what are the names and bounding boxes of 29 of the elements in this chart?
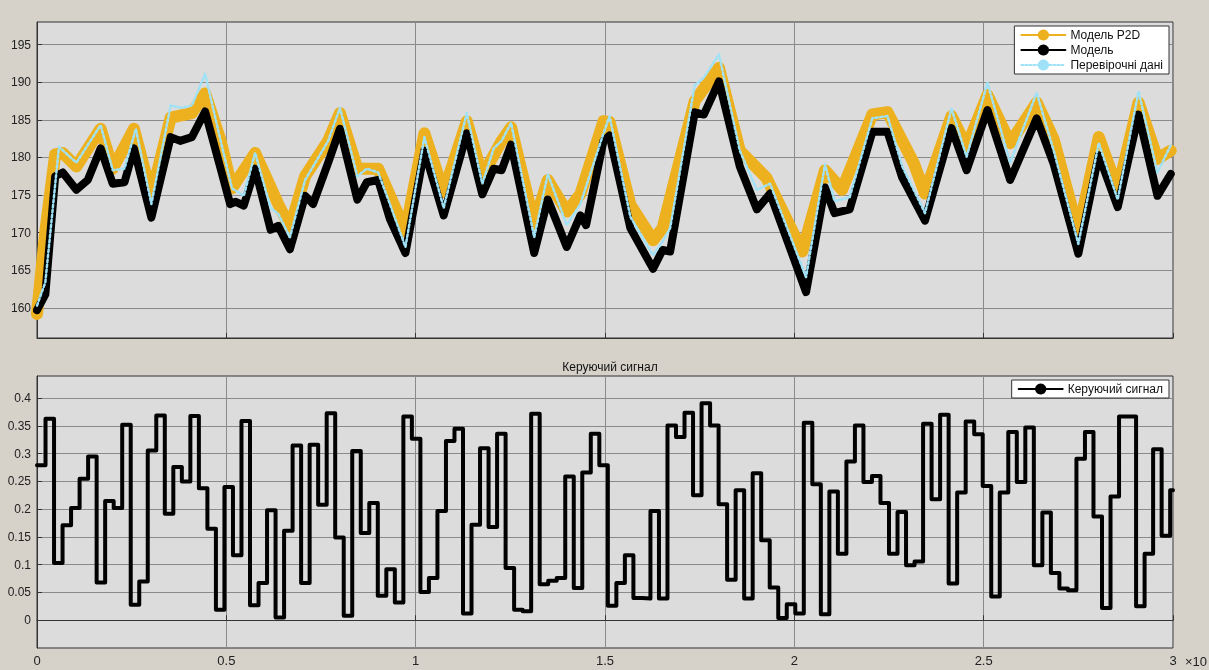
legend-label: Модель: [1070, 43, 1114, 57]
x-tick-label: 1: [412, 653, 420, 668]
legend-label: Модель P2D: [1070, 28, 1141, 42]
y-tick-label: 0.3: [14, 446, 32, 461]
y-tick-label: 180: [10, 150, 32, 165]
x-tick-label: 2: [790, 653, 798, 668]
legend-label: Керуючий сигнал: [1067, 382, 1164, 396]
y-tick-label: 160: [10, 300, 32, 315]
text: ×10: [1184, 654, 1208, 669]
chart-title: Керуючий сигнал: [562, 360, 658, 374]
y-tick-label: 170: [10, 225, 32, 240]
legend-label: Перевірочні дані: [1070, 58, 1164, 72]
y-tick-label: 0.2: [14, 502, 32, 517]
x-tick-label: 2.5: [974, 653, 993, 668]
y-tick-label: 195: [10, 37, 32, 52]
y-tick-label: 0.25: [7, 474, 32, 489]
x-tick-label: 1.5: [595, 653, 615, 668]
y-tick-label: 0.1: [14, 557, 32, 572]
y-tick-label: 0.05: [7, 585, 32, 600]
x-tick-label: 0.5: [217, 653, 236, 668]
y-tick-label: 0.4: [14, 391, 32, 406]
y-tick-label: 185: [10, 112, 32, 127]
y-tick-label: 175: [10, 188, 32, 203]
y-tick-label: 0.35: [7, 418, 32, 433]
y-tick-label: 0.15: [7, 529, 32, 544]
x-tick-label: 3: [1169, 653, 1177, 668]
y-tick-label: 190: [10, 75, 32, 90]
y-tick-label: 0: [24, 613, 32, 628]
y-tick-label: 165: [10, 263, 32, 278]
